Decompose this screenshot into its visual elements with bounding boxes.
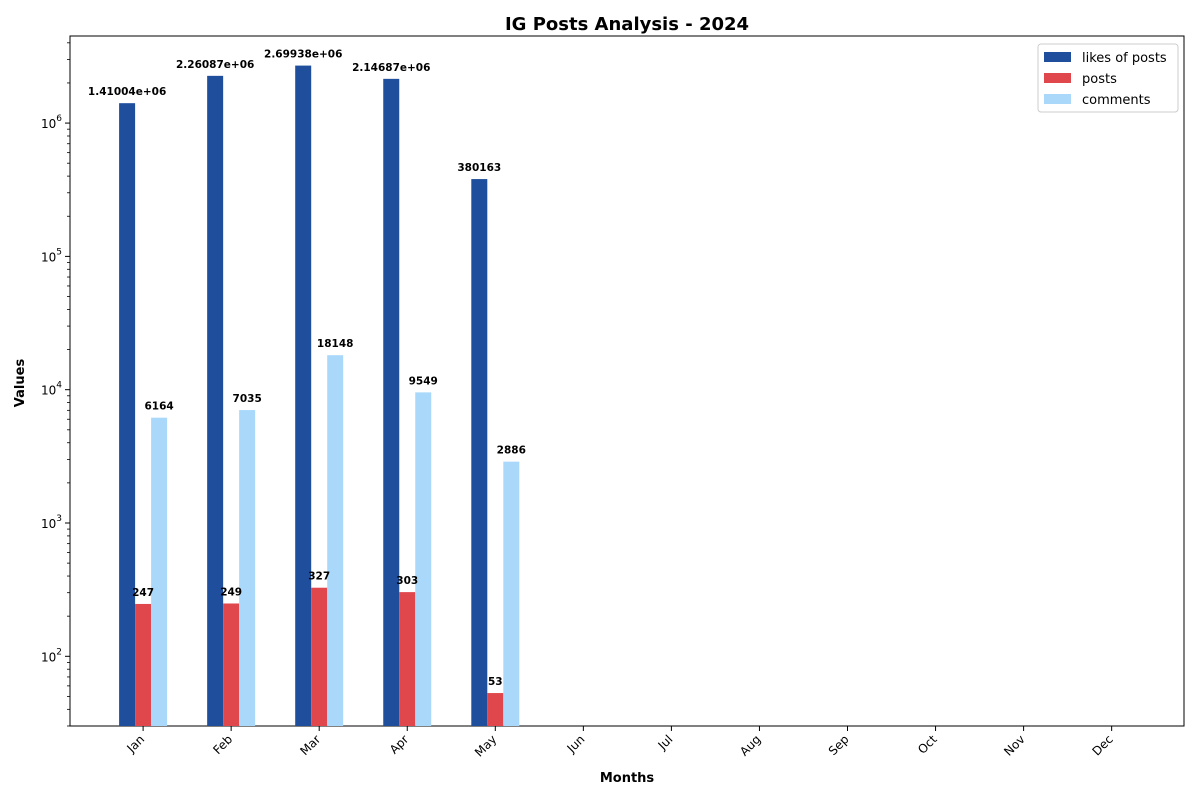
x-tick-label: Jun xyxy=(564,732,588,756)
bar-likes-of-posts-apr xyxy=(383,78,400,727)
y-tick-label: 106 xyxy=(41,114,62,131)
x-tick-label: Feb xyxy=(210,732,235,757)
data-label: 2886 xyxy=(497,445,526,457)
legend-swatch xyxy=(1044,94,1071,104)
x-axis: Jan Feb Mar Apr May Jun Jul Aug Sep Oct Nov Dec xyxy=(124,726,1116,760)
data-label: 247 xyxy=(132,587,154,599)
data-label: 303 xyxy=(396,575,418,587)
x-tick-label: Nov xyxy=(1001,732,1027,758)
bar-posts-feb xyxy=(223,603,240,726)
y-tick-label: 102 xyxy=(41,647,62,664)
plot-frame xyxy=(69,35,1185,727)
legend-label: posts xyxy=(1082,72,1117,87)
bar-likes-of-posts-mar xyxy=(295,65,312,727)
bar-comments-jan xyxy=(151,417,168,726)
legend: likes of posts posts comments xyxy=(1037,43,1179,113)
data-label: 249 xyxy=(220,586,242,598)
x-tick-label: Jul xyxy=(655,732,676,753)
y-axis: 102 103 104 105 106 xyxy=(41,42,70,727)
bar-comments-mar xyxy=(327,355,344,726)
bar-comments-may xyxy=(503,461,520,726)
bar-posts-apr xyxy=(399,592,416,726)
legend-swatch xyxy=(1044,73,1071,83)
y-tick-label: 104 xyxy=(41,381,62,398)
bar-comments-feb xyxy=(239,410,256,726)
bar-labels-group: 1.41004e+06 2.26087e+06 2.69938e+06 2.14687… xyxy=(88,49,526,688)
legend-label: comments xyxy=(1082,93,1151,108)
data-label: 327 xyxy=(308,571,330,583)
legend-box xyxy=(1037,43,1179,113)
y-tick-label: 105 xyxy=(41,247,62,264)
legend-label: likes of posts xyxy=(1082,51,1167,66)
bar-posts-jan xyxy=(135,603,152,726)
data-label: 7035 xyxy=(233,393,262,405)
y-axis-label: Values xyxy=(13,359,28,408)
data-label: 2.26087e+06 xyxy=(176,59,254,71)
x-tick-label: Apr xyxy=(387,732,412,757)
y-tick-label: 103 xyxy=(41,514,62,531)
x-tick-label: Aug xyxy=(737,732,763,758)
x-tick-label: Jan xyxy=(124,732,148,756)
data-label: 2.69938e+06 xyxy=(264,49,342,61)
data-label: 6164 xyxy=(144,401,173,413)
bar-comments-apr xyxy=(415,392,432,726)
bar-posts-may xyxy=(487,693,504,726)
data-label: 53 xyxy=(488,676,503,688)
bar-posts-mar xyxy=(311,587,328,726)
data-label: 380163 xyxy=(457,162,501,174)
x-tick-label: Mar xyxy=(297,732,323,758)
bar-likes-of-posts-jan xyxy=(119,103,136,727)
data-label: 1.41004e+06 xyxy=(88,86,166,98)
bars-group xyxy=(119,65,520,727)
bar-likes-of-posts-may xyxy=(471,179,488,726)
data-label: 18148 xyxy=(317,338,354,350)
bar-likes-of-posts-feb xyxy=(207,75,224,727)
x-tick-label: Sep xyxy=(826,732,852,758)
chart-title: IG Posts Analysis - 2024 xyxy=(505,14,749,35)
x-axis-label: Months xyxy=(600,771,655,786)
x-tick-label: Oct xyxy=(915,732,940,757)
x-tick-label: May xyxy=(472,732,499,759)
legend-swatch xyxy=(1044,52,1071,62)
data-label: 2.14687e+06 xyxy=(352,62,430,74)
data-label: 9549 xyxy=(409,375,438,387)
x-tick-label: Dec xyxy=(1089,732,1115,758)
plot-area xyxy=(69,35,1185,727)
